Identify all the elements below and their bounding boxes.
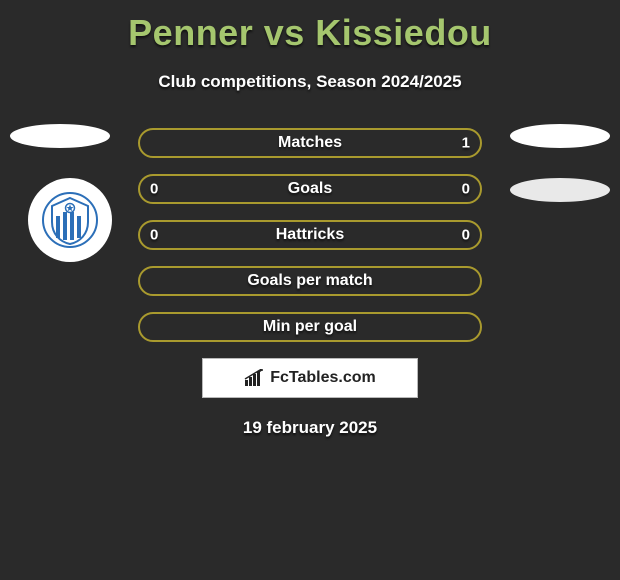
stat-row-hattricks: 0 Hattricks 0 (138, 220, 482, 250)
stat-row-goals-per-match: Goals per match (138, 266, 482, 296)
brand-text: FcTables.com (270, 369, 376, 387)
club-crest (28, 178, 112, 262)
stat-right-value: 1 (462, 135, 470, 152)
page-title: Penner vs Kissiedou (0, 0, 620, 54)
player-right-placeholder-1 (510, 124, 610, 148)
shield-icon (42, 192, 98, 248)
stat-row-min-per-goal: Min per goal (138, 312, 482, 342)
stat-right-value: 0 (462, 181, 470, 198)
player-right-placeholder-2 (510, 178, 610, 202)
stat-row-goals: 0 Goals 0 (138, 174, 482, 204)
stat-label: Min per goal (263, 318, 357, 336)
stat-right-value: 0 (462, 227, 470, 244)
stat-row-matches: Matches 1 (138, 128, 482, 158)
stats-container: Matches 1 0 Goals 0 0 Hattricks 0 Goals … (138, 128, 482, 342)
subtitle: Club competitions, Season 2024/2025 (0, 72, 620, 92)
brand-box[interactable]: FcTables.com (202, 358, 418, 398)
date-text: 19 february 2025 (0, 418, 620, 438)
stat-label: Matches (278, 134, 342, 152)
stat-label: Goals per match (247, 272, 372, 290)
player-left-placeholder (10, 124, 110, 148)
stat-left-value: 0 (150, 181, 158, 198)
stat-label: Hattricks (276, 226, 344, 244)
bar-chart-icon (244, 369, 266, 387)
stat-label: Goals (288, 180, 332, 198)
stat-left-value: 0 (150, 227, 158, 244)
